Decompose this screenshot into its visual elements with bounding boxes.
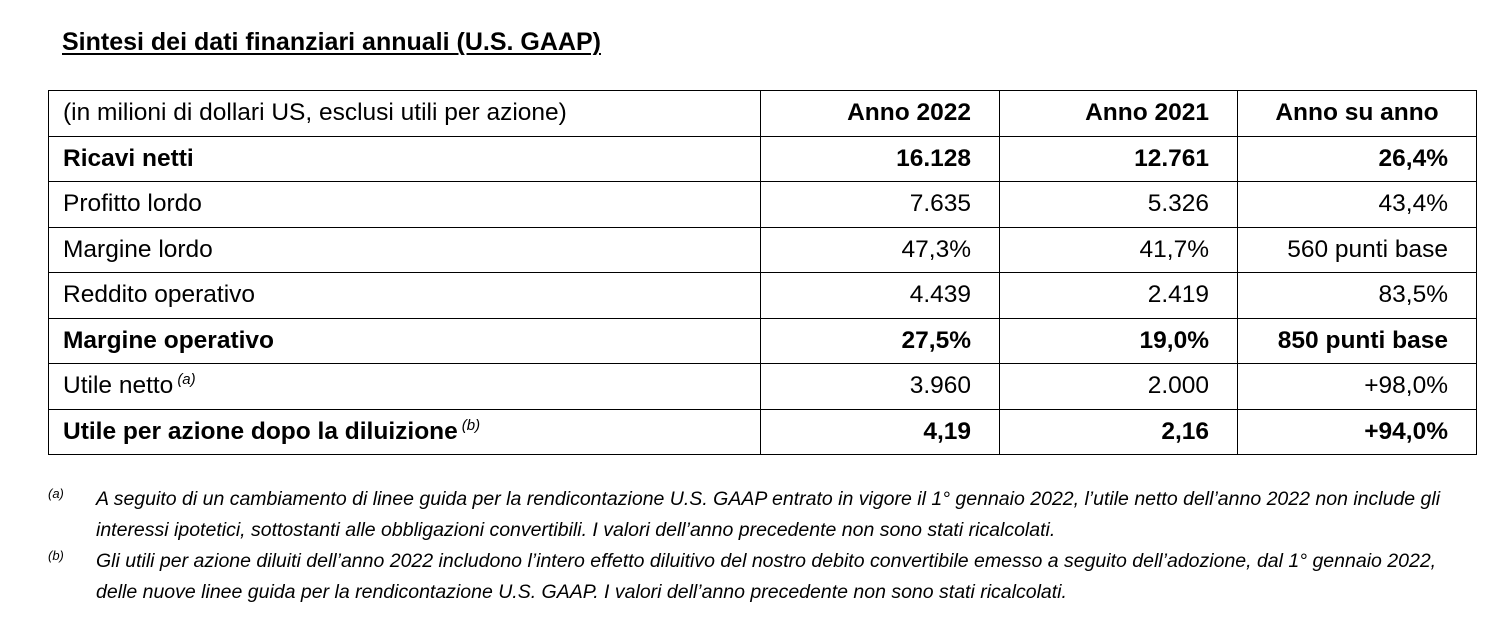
table-row: Utile netto (a) 3.960 2.000 +98,0% xyxy=(48,363,1477,410)
table-row: Margine operativo 27,5% 19,0% 850 punti … xyxy=(48,317,1477,364)
value-2022: 16.128 xyxy=(760,135,1000,182)
value-yoy: 850 punti base xyxy=(1237,317,1477,364)
footnote-text-a: A seguito di un cambiamento di linee gui… xyxy=(96,488,1441,541)
value-2022: 27,5% xyxy=(760,317,1000,364)
row-label: Ricavi netti xyxy=(48,135,761,182)
value-2022: 3.960 xyxy=(760,363,1000,410)
value-yoy: 43,4% xyxy=(1237,181,1477,228)
row-label: Reddito operativo xyxy=(48,272,761,319)
header-units-label: (in milioni di dollari US, esclusi utili… xyxy=(48,90,761,137)
table-header-row: (in milioni di dollari US, esclusi utili… xyxy=(48,90,1477,137)
table-row: Profitto lordo 7.635 5.326 43,4% xyxy=(48,181,1477,228)
table-row: Utile per azione dopo la diluizione (b) 4… xyxy=(48,408,1477,455)
table-row: Margine lordo 47,3% 41,7% 560 punti base xyxy=(48,226,1477,273)
value-2022: 7.635 xyxy=(760,181,1000,228)
header-year-2021: Anno 2021 xyxy=(999,90,1238,137)
table-row: Reddito operativo 4.439 2.419 83,5% xyxy=(48,272,1477,319)
value-2021: 19,0% xyxy=(999,317,1238,364)
value-yoy: +98,0% xyxy=(1237,363,1477,410)
value-2022: 4,19 xyxy=(760,408,1000,455)
row-label: Profitto lordo xyxy=(48,181,761,228)
header-year-over-year: Anno su anno xyxy=(1237,90,1477,137)
footnote-b: (b) Gli utili per azione diluiti dell’an… xyxy=(48,546,1476,608)
row-label-text: Profitto lordo xyxy=(63,190,202,218)
page-title: Sintesi dei dati finanziari annuali (U.S… xyxy=(62,28,601,56)
value-2021: 12.761 xyxy=(999,135,1238,182)
value-2022: 47,3% xyxy=(760,226,1000,273)
value-yoy: 560 punti base xyxy=(1237,226,1477,273)
value-yoy: +94,0% xyxy=(1237,408,1477,455)
row-label: Utile per azione dopo la diluizione (b) xyxy=(48,408,761,455)
row-label: Margine lordo xyxy=(48,226,761,273)
value-yoy: 26,4% xyxy=(1237,135,1477,182)
table-row: Ricavi netti 16.128 12.761 26,4% xyxy=(48,135,1477,182)
row-label-text: Margine lordo xyxy=(63,235,213,263)
row-label-text: Ricavi netti xyxy=(63,144,194,172)
value-2021: 2.000 xyxy=(999,363,1238,410)
row-label: Utile netto (a) xyxy=(48,363,761,410)
row-label-text: Margine operativo xyxy=(63,326,275,354)
row-label-text: Utile per azione dopo la diluizione xyxy=(63,417,458,445)
footnote-ref-b: (b) xyxy=(461,416,481,434)
footnote-text-b: Gli utili per azione diluiti dell’anno 2… xyxy=(96,550,1437,603)
financial-summary-table: (in milioni di dollari US, esclusi utili… xyxy=(48,90,1477,455)
footnote-mark-b: (b) xyxy=(48,548,64,563)
value-2021: 5.326 xyxy=(999,181,1238,228)
footnotes: (a) A seguito di un cambiamento di linee… xyxy=(48,484,1476,608)
value-2021: 2.419 xyxy=(999,272,1238,319)
footnote-a: (a) A seguito di un cambiamento di linee… xyxy=(48,484,1476,546)
value-2021: 2,16 xyxy=(999,408,1238,455)
row-label: Margine operativo xyxy=(48,317,761,364)
footnote-ref-a: (a) xyxy=(177,371,196,389)
row-label-text: Utile netto xyxy=(63,372,174,400)
footnote-mark-a: (a) xyxy=(48,486,64,501)
row-label-text: Reddito operativo xyxy=(63,281,256,309)
value-yoy: 83,5% xyxy=(1237,272,1477,319)
value-2021: 41,7% xyxy=(999,226,1238,273)
header-year-2022: Anno 2022 xyxy=(760,90,1000,137)
value-2022: 4.439 xyxy=(760,272,1000,319)
